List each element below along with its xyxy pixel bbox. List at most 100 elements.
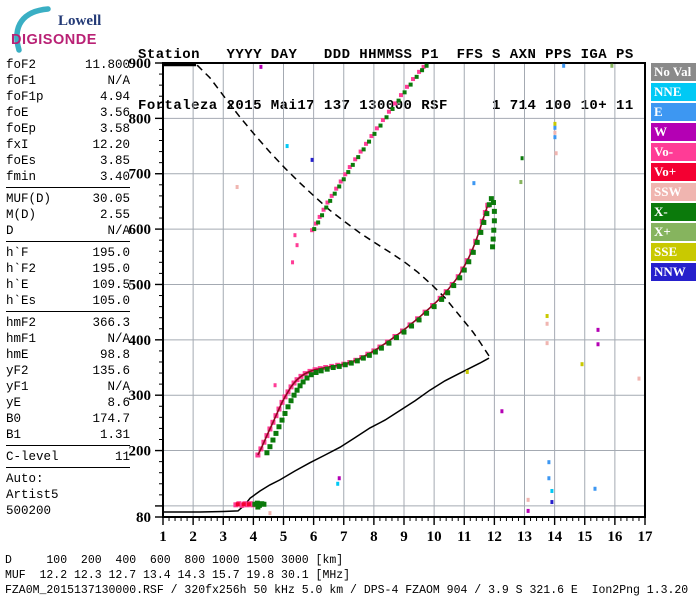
parameter-value: 11 xyxy=(114,450,130,464)
second-hop-F-trace-O-point xyxy=(405,84,410,89)
noise-point xyxy=(472,181,476,186)
noise-point xyxy=(553,135,557,140)
F-trace-X-mode-point xyxy=(474,239,480,245)
second-hop-F-trace-O-point xyxy=(334,186,339,191)
second-hop-F-trace-X-point xyxy=(420,68,425,73)
legend-label: NNE xyxy=(654,84,682,99)
second-hop-F-trace-X-point xyxy=(378,123,383,128)
noise-point xyxy=(553,130,557,135)
legend-item: No Val xyxy=(651,63,696,81)
y-tick-label: 300 xyxy=(129,388,152,404)
noise-point xyxy=(259,64,263,69)
F-trace-X-mode-point xyxy=(324,366,330,372)
parameter-row: h`Es 105.0 xyxy=(6,293,130,309)
parameter-label: yE xyxy=(6,396,22,410)
parameter-group: MUF(D) 30.05 M(D) 2.55 D N/A xyxy=(6,191,130,242)
noise-point xyxy=(596,342,600,347)
parameter-row: foF2 11.800 xyxy=(6,57,130,73)
parameter-label: h`F xyxy=(6,246,29,260)
parameter-label: foF2 xyxy=(6,58,37,72)
F-trace-X-mode-point xyxy=(491,227,497,233)
logo-graphic: Lowell DIGISONDE xyxy=(11,6,101,53)
F-trace-X-mode-point xyxy=(279,417,285,423)
second-hop-F-trace-X-point xyxy=(320,213,325,218)
legend-label: X- xyxy=(654,204,668,219)
legend-label: W xyxy=(654,124,667,139)
second-hop-F-trace-O-point xyxy=(317,214,322,219)
F-trace-X-mode-point xyxy=(445,290,451,296)
F-trace-X-mode-point xyxy=(308,372,314,378)
noise-point xyxy=(310,157,314,162)
second-hop-F-trace-O-point xyxy=(374,126,379,131)
second-hop-F-trace-X-point xyxy=(361,147,366,152)
parameter-label: fxI xyxy=(6,138,29,152)
digisonde-logo: Lowell DIGISONDE xyxy=(4,4,136,54)
F-trace-X-mode-point xyxy=(273,430,279,436)
parameter-row: D N/A xyxy=(6,223,130,239)
second-hop-F-trace-X-point xyxy=(384,115,389,120)
parameter-label: B0 xyxy=(6,412,22,426)
second-hop-F-trace-X-point xyxy=(408,82,413,87)
noise-point xyxy=(293,233,297,238)
F-trace-X-mode-point xyxy=(481,219,487,225)
parameter-row: Artist5 xyxy=(6,487,130,503)
F-trace-X-mode-point xyxy=(372,349,378,355)
parameter-label: foEs xyxy=(6,154,37,168)
parameter-row: yF2 135.6 xyxy=(6,363,130,379)
parameter-value: 3.58 xyxy=(99,122,130,136)
second-hop-F-trace-O-point xyxy=(369,134,374,139)
legend-label: SSW xyxy=(654,184,682,199)
second-hop-F-trace-X-point xyxy=(356,155,361,160)
legend-item: X- xyxy=(651,203,696,221)
legend-item: NNE xyxy=(651,83,696,101)
parameter-label: foF1p xyxy=(6,90,44,104)
legend-label: No Val xyxy=(654,64,692,79)
parameter-row: fxI 12.20 xyxy=(6,137,130,153)
F-trace-X-mode-point xyxy=(291,392,297,398)
parameter-value: 105.0 xyxy=(92,294,130,308)
F-trace-X-mode-point xyxy=(386,340,392,346)
x-tick-label: 3 xyxy=(220,529,228,545)
F-trace-X-mode-point xyxy=(416,317,422,323)
y-tick-label: 200 xyxy=(129,444,152,460)
parameter-value: 30.05 xyxy=(92,192,130,206)
y-tick-label: 800 xyxy=(129,111,152,127)
x-tick-label: 1 xyxy=(159,529,167,545)
noise-point xyxy=(554,151,558,156)
x-tick-label: 10 xyxy=(427,529,442,545)
noise-point xyxy=(273,383,277,388)
noise-point xyxy=(553,125,557,130)
F-trace-X-mode-point xyxy=(297,383,303,389)
legend-label: Vo+ xyxy=(654,164,677,179)
parameter-label: M(D) xyxy=(6,208,37,222)
second-hop-F-trace-X-point xyxy=(316,220,321,225)
parameter-value: 3.56 xyxy=(99,106,130,120)
second-hop-F-trace-O-point xyxy=(392,101,397,106)
second-hop-F-trace-O-point xyxy=(343,172,348,177)
second-hop-F-trace-O-point xyxy=(364,141,369,146)
noise-point xyxy=(500,409,504,414)
true-height-profile-line xyxy=(163,357,490,513)
noise-point xyxy=(337,476,341,481)
legend-item: SSE xyxy=(651,243,696,261)
F-trace-X-mode-point xyxy=(270,437,276,443)
F-trace-X-mode-point xyxy=(313,369,319,375)
parameter-label: MUF(D) xyxy=(6,192,52,206)
parameter-label: foE xyxy=(6,106,29,120)
parameter-value: 1.31 xyxy=(99,428,130,442)
F-trace-X-mode-point xyxy=(342,362,348,368)
parameter-row: foF1p 4.94 xyxy=(6,89,130,105)
F-trace-X-mode-point xyxy=(486,202,492,208)
parameter-value: 11.800 xyxy=(84,58,130,72)
y-tick-label: 400 xyxy=(129,333,152,349)
parameter-value: N/A xyxy=(107,332,130,346)
second-hop-F-trace-X-point xyxy=(346,170,351,175)
noise-point xyxy=(526,497,530,502)
parameter-label: foF1 xyxy=(6,74,37,88)
y-tick-label: 600 xyxy=(129,222,152,238)
parameter-value: 195.0 xyxy=(92,262,130,276)
parameter-value: 12.20 xyxy=(92,138,130,152)
noise-point xyxy=(550,500,554,505)
parameter-row: hmE 98.8 xyxy=(6,347,130,363)
